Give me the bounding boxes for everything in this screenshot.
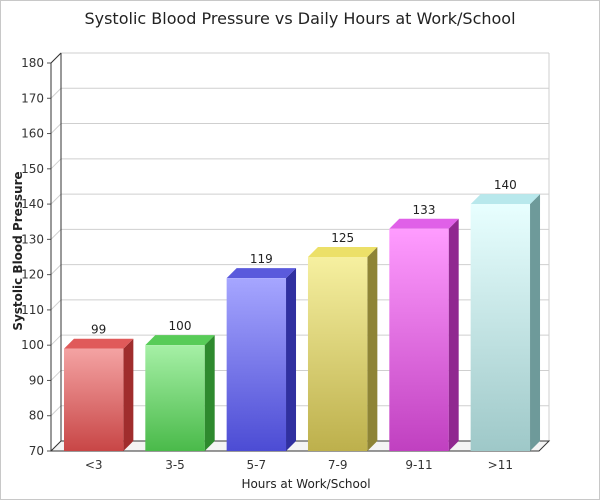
bar-value-label: 133	[413, 203, 436, 217]
bar-value-label: 99	[91, 323, 106, 337]
bar-front	[145, 345, 205, 451]
y-tick-label: 150	[21, 162, 44, 176]
bar-top	[145, 335, 215, 346]
gridline-side	[50, 123, 62, 134]
bar-side	[530, 194, 541, 451]
gridline-side	[50, 334, 62, 346]
y-tick-label: 100	[21, 338, 44, 352]
bar-top	[226, 268, 297, 279]
y-tick-label: 130	[21, 232, 44, 246]
gridline-side	[50, 370, 62, 381]
bar-0	[63, 338, 134, 451]
gridline-side	[50, 193, 62, 205]
gridline-side	[50, 405, 62, 417]
bar-top	[389, 218, 459, 229]
x-tick-label: 9-11	[405, 458, 432, 472]
bar-side	[367, 247, 378, 451]
bar-1	[145, 335, 215, 451]
y-tick-label: 180	[21, 56, 44, 70]
y-tick-label: 80	[29, 409, 44, 423]
label-layer: 99 <3 100 3-5 119 5-7 125 7-9 133 9-11 140 >11	[85, 178, 517, 472]
plot-back-wall	[61, 53, 549, 441]
gridline-side	[50, 229, 62, 240]
x-tick-label: 3-5	[165, 458, 185, 472]
bar-front	[470, 204, 531, 451]
x-axis-label: Hours at Work/School	[241, 477, 371, 491]
gridline-side	[50, 299, 62, 311]
y-axis-label: Systolic Blood Pressure	[11, 171, 25, 331]
grid-layer	[50, 52, 549, 452]
y-tick-label: 140	[21, 197, 44, 211]
bar-front	[307, 257, 368, 451]
y-tick-label: 70	[29, 444, 44, 458]
bar-front	[63, 348, 124, 451]
y-tick-label: 110	[21, 303, 44, 317]
bar-front	[226, 278, 287, 451]
x-tick-label: 5-7	[247, 458, 267, 472]
y-tick-label: 120	[21, 268, 44, 282]
bar-layer	[63, 194, 541, 451]
x-tick-label: 7-9	[328, 458, 348, 472]
bar-side	[286, 268, 297, 451]
bar-value-label: 100	[169, 319, 192, 333]
bar-top	[470, 194, 541, 205]
y-tick-label: 90	[29, 373, 44, 387]
bar-front	[389, 228, 449, 451]
bar-value-label: 140	[494, 178, 517, 192]
gridline-side	[50, 264, 62, 275]
bar-value-label: 119	[250, 252, 273, 266]
bar-4	[389, 218, 459, 451]
bar-side	[204, 335, 215, 451]
bar-side	[448, 218, 459, 451]
chart-title: Systolic Blood Pressure vs Daily Hours a…	[84, 9, 516, 28]
bar-5	[470, 194, 541, 451]
bar-3	[307, 247, 378, 451]
bar-side	[123, 338, 134, 451]
gridline-side	[50, 158, 62, 170]
bar-value-label: 125	[331, 231, 354, 245]
y-tick-label: 170	[21, 91, 44, 105]
side-wall-top-edge	[50, 52, 62, 64]
bar-2	[226, 268, 297, 451]
y-tick-label: 160	[21, 127, 44, 141]
x-tick-label: <3	[85, 458, 103, 472]
bar-top	[63, 338, 134, 349]
gridline-side	[50, 87, 62, 99]
bar-top	[307, 247, 378, 257]
x-tick-label: >11	[488, 458, 513, 472]
